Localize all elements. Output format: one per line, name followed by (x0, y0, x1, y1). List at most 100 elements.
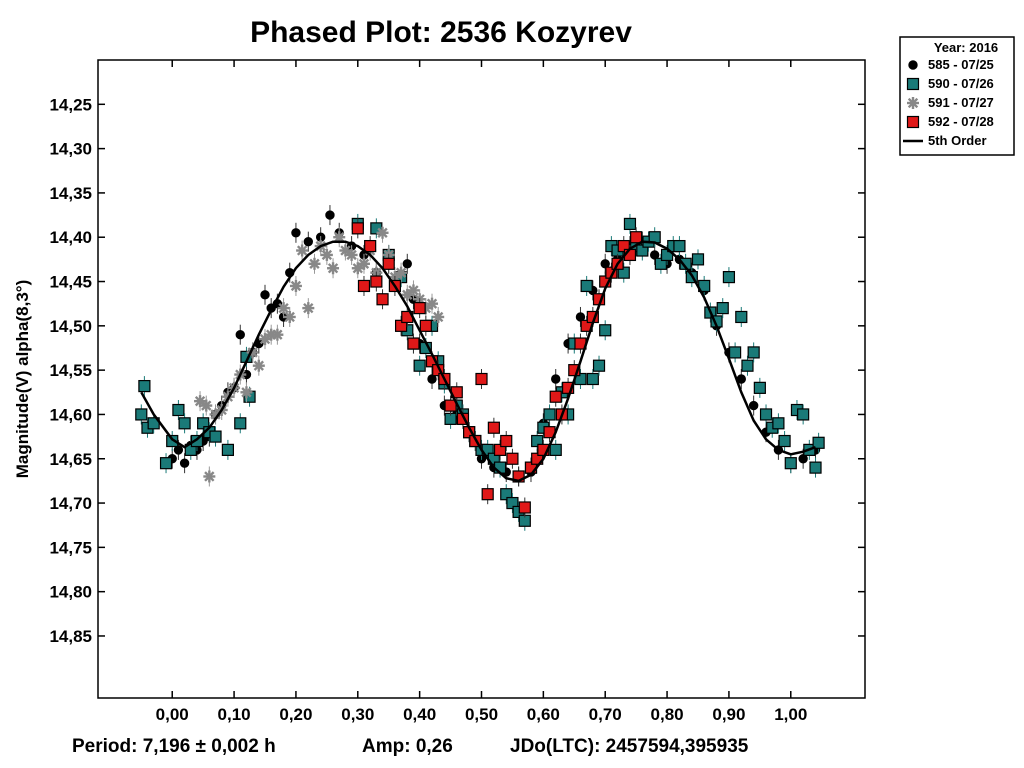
x-tick-label: 0,10 (218, 705, 251, 724)
data-point (277, 302, 290, 315)
y-tick-label: 14,40 (49, 228, 92, 247)
data-point (234, 417, 247, 430)
data-point (753, 381, 766, 394)
data-point (289, 279, 302, 292)
data-point (617, 239, 630, 253)
y-tick-label: 14,30 (49, 140, 92, 159)
data-point (551, 374, 561, 384)
legend-entry: 592 - 07/28 (928, 114, 994, 129)
legend-marker (907, 97, 919, 109)
chart-title: Phased Plot: 2536 Kozyrev (250, 16, 632, 49)
legend-entry: 590 - 07/26 (928, 76, 994, 91)
y-tick-label: 14,60 (49, 405, 92, 424)
data-point (402, 259, 412, 269)
legend-entry: 5th Order (928, 133, 987, 148)
data-point (364, 239, 377, 253)
y-tick-label: 14,25 (49, 95, 92, 114)
data-point (382, 257, 395, 270)
data-point (419, 319, 432, 332)
data-point (166, 434, 179, 448)
data-point (159, 457, 173, 470)
x-tick-label: 0,30 (341, 705, 374, 724)
data-point (351, 222, 364, 235)
data-point (580, 279, 593, 293)
data-point (444, 399, 457, 412)
data-point (172, 403, 185, 417)
data-point (351, 262, 364, 275)
data-point (673, 239, 686, 253)
data-point (506, 496, 519, 510)
data-point (190, 434, 204, 448)
data-point (395, 266, 408, 279)
data-point (325, 210, 335, 220)
data-point (283, 310, 296, 323)
data-point (407, 284, 420, 297)
x-tick-label: 0,00 (156, 705, 189, 724)
footer-period: Period: 7,196 ± 0,002 h (72, 736, 276, 757)
y-tick-label: 14,55 (49, 361, 92, 380)
data-point (178, 417, 191, 430)
data-point (173, 445, 184, 455)
data-point (623, 217, 637, 231)
data-point (376, 226, 389, 239)
data-point (729, 346, 742, 359)
data-point (260, 290, 270, 300)
data-point (531, 434, 544, 448)
x-tick-label: 0,80 (651, 705, 684, 724)
data-point (194, 395, 207, 408)
legend-marker (906, 115, 920, 129)
data-point (376, 293, 389, 306)
legend-box (899, 36, 1015, 156)
data-point (291, 228, 301, 238)
data-point (271, 328, 284, 341)
x-tick-label: 0,90 (712, 705, 745, 724)
y-tick-label: 14,70 (49, 494, 92, 513)
y-tick-label: 14,85 (49, 627, 92, 646)
data-point (308, 257, 321, 270)
data-point (561, 381, 575, 394)
data-point (427, 374, 437, 384)
data-point (296, 244, 309, 257)
data-point (426, 297, 439, 310)
data-point (327, 262, 340, 275)
data-point (481, 488, 494, 501)
legend: Year: 2016 585 - 07/25 590 - 07/26 591 - 0… (899, 36, 1015, 156)
data-point (203, 470, 216, 483)
data-point (357, 257, 370, 270)
data-point (179, 458, 190, 468)
data-point (600, 259, 610, 269)
data-point (649, 250, 660, 260)
data-point (506, 452, 519, 465)
data-point (630, 231, 643, 244)
data-point (599, 324, 612, 337)
data-point (748, 400, 759, 411)
y-axis: 14,25 14,30 14,35 14,40 14,45 14,50 14,55 14,60… (49, 95, 865, 646)
data-point (543, 408, 556, 421)
data-point (357, 279, 371, 293)
data-point (778, 434, 791, 448)
series-592-07-28 (351, 218, 643, 518)
footer-amplitude: Amp: 0,26 (362, 736, 453, 757)
data-point (252, 359, 265, 372)
x-axis: 0,00 0,10 0,20 0,30 0,40 0,50 0,60 0,70 0,80 0,90… (156, 60, 807, 724)
data-point (500, 434, 513, 448)
data-point (747, 346, 760, 359)
data-point (741, 359, 754, 372)
data-point (333, 231, 346, 244)
y-tick-label: 14,35 (49, 184, 92, 203)
data-point (568, 364, 581, 377)
data-point (394, 319, 408, 332)
data-point (240, 386, 253, 399)
data-point (303, 236, 314, 247)
x-tick-label: 0,60 (527, 705, 560, 724)
y-tick-label: 14,80 (49, 583, 92, 602)
y-tick-label: 14,45 (49, 273, 92, 292)
data-point (339, 244, 352, 257)
x-tick-label: 0,70 (589, 705, 622, 724)
data-point (407, 337, 420, 350)
data-point (432, 310, 445, 323)
data-point (235, 329, 245, 340)
y-axis-label: Magnitude(V) alpha(8,3°) (13, 280, 32, 479)
x-tick-label: 0,50 (465, 705, 498, 724)
fit-curve-5th-order (140, 240, 816, 483)
